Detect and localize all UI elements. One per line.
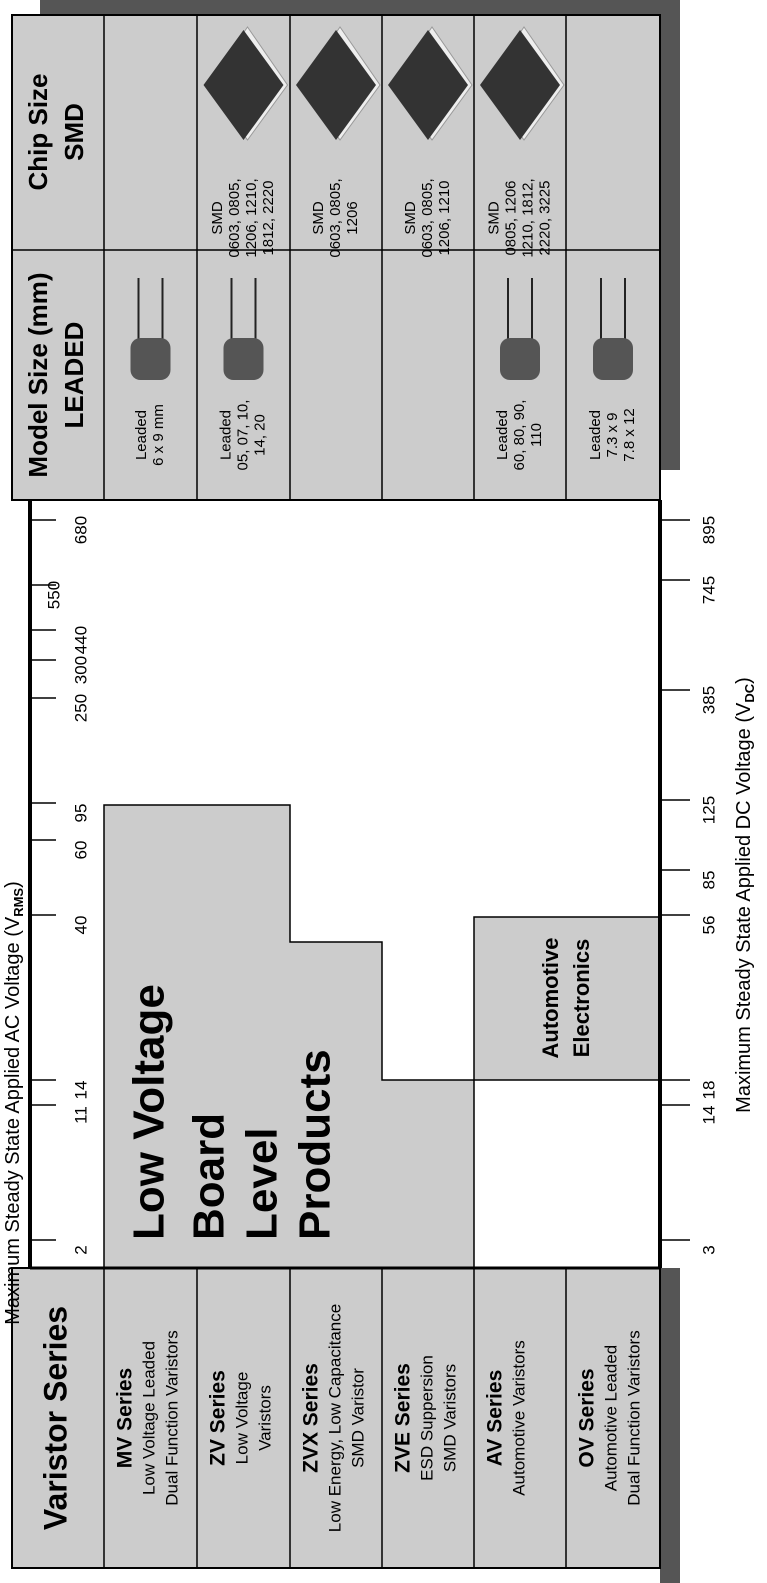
leaded-size: 60, 80, 90,	[511, 400, 528, 471]
series-desc: Varistors	[255, 1385, 274, 1451]
ac-tick-label: 40	[71, 916, 90, 935]
leaded-size: 7.3 x 9	[604, 412, 621, 457]
leaded-size: 6 x 9 mm	[150, 404, 167, 466]
series-desc: Low Voltage Leaded	[139, 1341, 158, 1495]
ac-tick-label: 250	[71, 694, 90, 722]
ac-tick-label: 300	[71, 656, 90, 684]
region-label: Products	[291, 1049, 340, 1240]
series-name: ZV Series	[207, 1370, 230, 1466]
ac-tick-label: 680	[71, 516, 90, 544]
smd-size: 2220, 3225	[536, 180, 553, 255]
header: Varistor Series	[37, 1306, 73, 1530]
header: Model Size (mm)	[23, 272, 53, 477]
leaded-size: Leaded	[133, 410, 150, 460]
dc-tick-label: 18	[699, 1081, 718, 1100]
axis-label-sub: RMS	[11, 888, 26, 917]
automotive-region	[474, 917, 660, 1080]
smd-size: 0603, 0805,	[226, 178, 243, 257]
ac-tick-label: 2	[71, 1245, 90, 1254]
shadow	[660, 0, 680, 470]
leaded-size: Leaded	[587, 410, 604, 460]
ac-tick-label: 550	[44, 581, 63, 609]
page: Varistor Series Model Size (mm)LEADED Chip…	[0, 0, 767, 1583]
smd-size: 1210, 1812,	[519, 178, 536, 257]
dc-tick-label: 56	[699, 916, 718, 935]
header: Chip Size	[23, 73, 53, 190]
series-name: OV Series	[576, 1368, 599, 1467]
series-name: MV Series	[114, 1368, 137, 1468]
dc-tick-label: 385	[699, 686, 718, 714]
region-label: Low Voltage	[125, 984, 174, 1240]
smd-size: 1812, 2220	[260, 180, 277, 255]
smd-size: 1206, 1210,	[243, 178, 260, 257]
dc-tick-label: 745	[699, 576, 718, 604]
smd-size: 1206, 1210	[436, 180, 453, 255]
leaded-component	[224, 338, 264, 380]
header: LEADED	[59, 322, 89, 429]
smd-size: SMD	[209, 201, 226, 235]
series-desc: Dual Function Varistors	[162, 1330, 181, 1505]
leaded-size: 110	[528, 423, 545, 447]
rotated-content: Varistor Series Model Size (mm)LEADED Chip…	[2, 0, 757, 1583]
smd-size: SMD	[402, 201, 419, 235]
smd-size: 0603, 0805,	[327, 178, 344, 257]
smd-size: 0805, 1206	[502, 180, 519, 255]
dc-tick-label: 85	[699, 871, 718, 890]
axis-label-sub: DC	[742, 683, 757, 702]
series-desc: Automotive Varistors	[509, 1340, 528, 1496]
series-desc: SMD Varistor	[348, 1368, 367, 1468]
region-label: Level	[238, 1127, 287, 1240]
series-name: AV Series	[484, 1370, 507, 1467]
dc-tick-label: 895	[699, 516, 718, 544]
smd-size: SMD	[485, 201, 502, 235]
series-desc: SMD Varistors	[440, 1364, 459, 1472]
shadow	[660, 1268, 680, 1583]
leaded-size: 05, 07, 10,	[234, 400, 251, 471]
leaded-size: 14, 20	[251, 414, 268, 456]
axis-label-text: Maximum Steady State Applied AC Voltage …	[2, 916, 24, 1325]
leaded-size: Leaded	[494, 410, 511, 460]
series-desc: Dual Function Varistors	[624, 1330, 643, 1505]
axis-label-text: Maximum Steady State Applied DC Voltage …	[733, 702, 755, 1113]
header: SMD	[59, 103, 89, 161]
ac-tick-label: 95	[71, 804, 90, 823]
ac-tick-label: 14	[71, 1081, 90, 1100]
leaded-component	[500, 338, 540, 380]
region-label: Electronics	[569, 939, 594, 1058]
region-label: Board	[185, 1113, 234, 1240]
shadow	[40, 0, 680, 15]
axis-label: Maximum Steady State Applied DC Voltage …	[733, 677, 757, 1113]
dc-tick-label: 14	[699, 1106, 718, 1125]
smd-size: SMD	[310, 201, 327, 235]
dc-tick-label: 125	[699, 796, 718, 824]
series-name: ZVX Series	[300, 1363, 323, 1473]
series-desc: Automotive Leaded	[601, 1345, 620, 1492]
region-label: Automotive	[538, 938, 563, 1059]
axis-label: Maximum Steady State Applied AC Voltage …	[2, 881, 26, 1325]
leaded-size: Leaded	[217, 410, 234, 460]
series-desc: Low Voltage	[232, 1372, 251, 1465]
axis-label-end: )	[2, 881, 24, 888]
leaded-size: 7.8 x 12	[621, 408, 638, 461]
ac-tick-label: 440	[71, 626, 90, 654]
leaded-component	[593, 338, 633, 380]
leaded-component	[131, 338, 171, 380]
ac-tick-label: 60	[71, 841, 90, 860]
ac-tick-label: 11	[71, 1106, 90, 1124]
smd-size: 0603, 0805,	[419, 178, 436, 257]
series-name: ZVE Series	[392, 1363, 415, 1473]
dc-tick-label: 3	[699, 1245, 718, 1254]
series-desc: Low Energy, Low Capacitance	[325, 1304, 344, 1532]
axis-label-end: )	[733, 677, 755, 684]
chart: Varistor Series Model Size (mm)LEADED Chip…	[0, 0, 767, 1583]
smd-size: 1206	[344, 201, 361, 234]
series-desc: ESD Suppersion	[417, 1355, 436, 1481]
